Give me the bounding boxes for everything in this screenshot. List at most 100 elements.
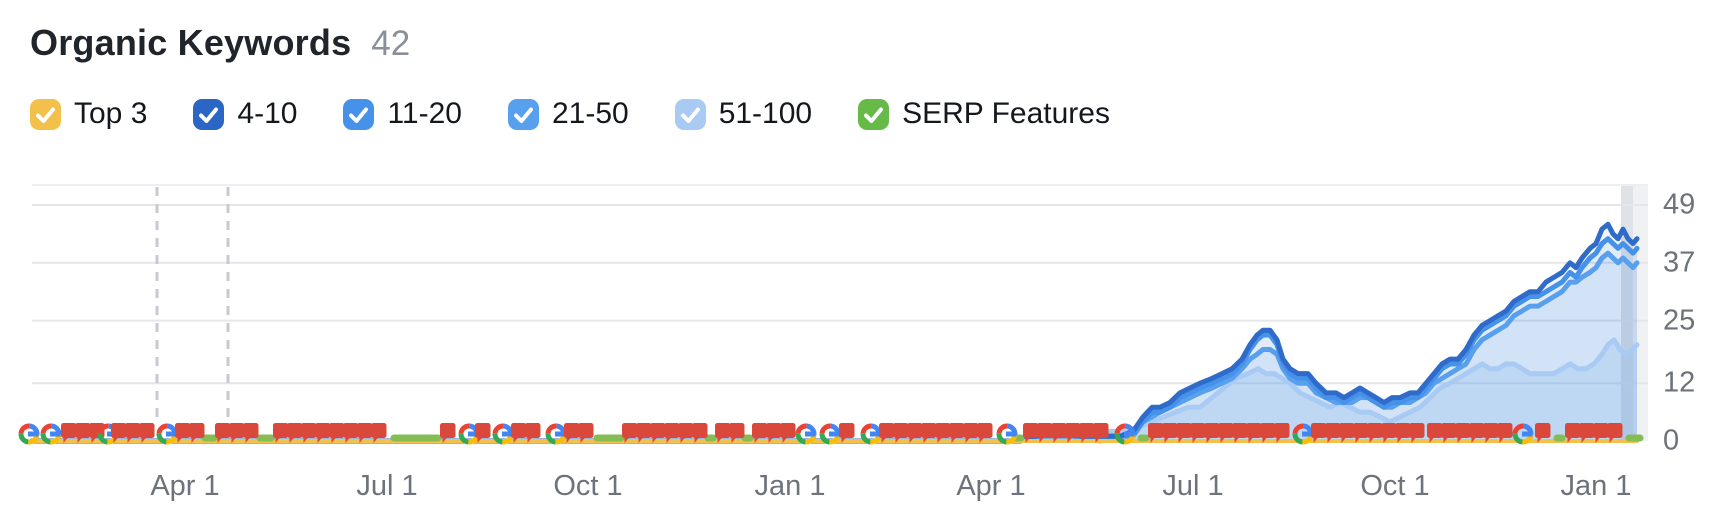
google-update-note-icon[interactable] [780, 423, 796, 443]
google-update-note-icon[interactable] [1079, 423, 1095, 443]
google-update-note-icon[interactable] [1023, 423, 1039, 443]
google-update-note-icon[interactable] [1176, 423, 1192, 443]
google-update-note-icon[interactable] [525, 423, 541, 443]
google-update-note-icon[interactable] [125, 423, 141, 443]
google-update-note-icon[interactable] [315, 423, 331, 443]
google-update-note-icon[interactable] [1274, 423, 1290, 443]
google-update-note-icon[interactable] [1311, 423, 1327, 443]
google-update-note-icon[interactable] [963, 423, 979, 443]
google-update-note-icon[interactable] [1037, 423, 1053, 443]
google-update-note-icon[interactable] [139, 423, 155, 443]
google-g-icon[interactable] [819, 423, 841, 445]
checkbox-checked-icon[interactable] [193, 98, 225, 130]
google-update-note-icon[interactable] [229, 423, 245, 443]
google-update-note-icon[interactable] [664, 423, 680, 443]
google-update-note-icon[interactable] [1535, 423, 1551, 443]
google-update-note-icon[interactable] [1232, 423, 1248, 443]
google-update-note-icon[interactable] [511, 423, 527, 443]
google-update-note-icon[interactable] [650, 423, 666, 443]
google-update-note-icon[interactable] [301, 423, 317, 443]
google-update-note-icon[interactable] [692, 423, 708, 443]
google-update-note-icon[interactable] [287, 423, 303, 443]
legend-item-serp-features[interactable]: SERP Features [858, 97, 1110, 131]
google-update-note-icon[interactable] [1190, 423, 1206, 443]
google-update-note-icon[interactable] [1260, 423, 1276, 443]
google-g-icon[interactable] [1114, 423, 1136, 445]
checkbox-checked-icon[interactable] [858, 98, 890, 130]
google-update-note-icon[interactable] [111, 423, 127, 443]
google-update-note-icon[interactable] [1339, 423, 1355, 443]
google-update-note-icon[interactable] [75, 423, 91, 443]
checkbox-checked-icon[interactable] [507, 98, 539, 130]
google-update-note-icon[interactable] [1395, 423, 1411, 443]
google-update-note-icon[interactable] [1218, 423, 1234, 443]
google-update-note-icon[interactable] [357, 423, 373, 443]
google-update-note-icon[interactable] [907, 423, 923, 443]
google-g-icon[interactable] [996, 423, 1018, 445]
google-update-note-icon[interactable] [715, 423, 731, 443]
google-g-icon[interactable] [492, 423, 514, 445]
google-update-note-icon[interactable] [1441, 423, 1457, 443]
google-g-icon[interactable] [40, 423, 62, 445]
google-update-note-icon[interactable] [343, 423, 359, 443]
google-update-note-icon[interactable] [893, 423, 909, 443]
google-update-note-icon[interactable] [1381, 423, 1397, 443]
google-update-note-icon[interactable] [622, 423, 638, 443]
google-update-note-icon[interactable] [1455, 423, 1471, 443]
google-update-note-icon[interactable] [879, 423, 895, 443]
legend-item-51-100[interactable]: 51-100 [674, 97, 812, 131]
google-update-note-icon[interactable] [1325, 423, 1341, 443]
google-g-icon[interactable] [860, 423, 882, 445]
google-update-note-icon[interactable] [977, 423, 993, 443]
google-update-note-icon[interactable] [61, 423, 77, 443]
google-update-note-icon[interactable] [1353, 423, 1369, 443]
series-line-4-10[interactable] [29, 221, 1640, 444]
google-update-note-icon[interactable] [935, 423, 951, 443]
google-update-note-icon[interactable] [1051, 423, 1067, 443]
google-update-note-icon[interactable] [766, 423, 782, 443]
legend-item-top-3[interactable]: Top 3 [30, 97, 147, 131]
google-update-note-icon[interactable] [243, 423, 259, 443]
google-g-icon[interactable] [1292, 423, 1314, 445]
series-line-51-100[interactable] [29, 337, 1640, 444]
google-update-note-icon[interactable] [440, 423, 456, 443]
google-update-note-icon[interactable] [578, 423, 594, 443]
legend-item-21-50[interactable]: 21-50 [507, 97, 629, 131]
checkbox-checked-icon[interactable] [343, 98, 375, 130]
google-g-icon[interactable] [18, 423, 40, 445]
google-g-icon[interactable] [1512, 423, 1534, 445]
google-update-note-icon[interactable] [1469, 423, 1485, 443]
google-update-note-icon[interactable] [1427, 423, 1443, 443]
legend-item-4-10[interactable]: 4-10 [193, 97, 297, 131]
checkbox-checked-icon[interactable] [30, 98, 61, 130]
google-update-note-icon[interactable] [1204, 423, 1220, 443]
google-update-note-icon[interactable] [1565, 423, 1581, 443]
google-update-note-icon[interactable] [273, 423, 289, 443]
google-update-note-icon[interactable] [329, 423, 345, 443]
google-update-note-icon[interactable] [475, 423, 491, 443]
google-update-note-icon[interactable] [1246, 423, 1262, 443]
google-update-note-icon[interactable] [371, 423, 387, 443]
google-update-note-icon[interactable] [839, 423, 855, 443]
series-line-11-20[interactable] [29, 236, 1640, 444]
google-update-note-icon[interactable] [729, 423, 745, 443]
google-update-note-icon[interactable] [1148, 423, 1164, 443]
google-update-note-icon[interactable] [1593, 423, 1609, 443]
google-update-note-icon[interactable] [752, 423, 768, 443]
google-update-note-icon[interactable] [189, 423, 205, 443]
google-update-note-icon[interactable] [678, 423, 694, 443]
google-g-icon[interactable] [545, 423, 567, 445]
google-update-note-icon[interactable] [949, 423, 965, 443]
google-update-note-icon[interactable] [1065, 423, 1081, 443]
google-update-note-icon[interactable] [636, 423, 652, 443]
google-update-note-icon[interactable] [1093, 423, 1109, 443]
google-update-note-icon[interactable] [1579, 423, 1595, 443]
google-g-icon[interactable] [156, 423, 178, 445]
google-update-note-icon[interactable] [564, 423, 580, 443]
checkbox-checked-icon[interactable] [674, 98, 706, 130]
google-update-note-icon[interactable] [175, 423, 191, 443]
google-update-note-icon[interactable] [1409, 423, 1425, 443]
google-update-note-icon[interactable] [1497, 423, 1513, 443]
legend-item-11-20[interactable]: 11-20 [343, 97, 462, 131]
google-update-note-icon[interactable] [1607, 423, 1623, 443]
